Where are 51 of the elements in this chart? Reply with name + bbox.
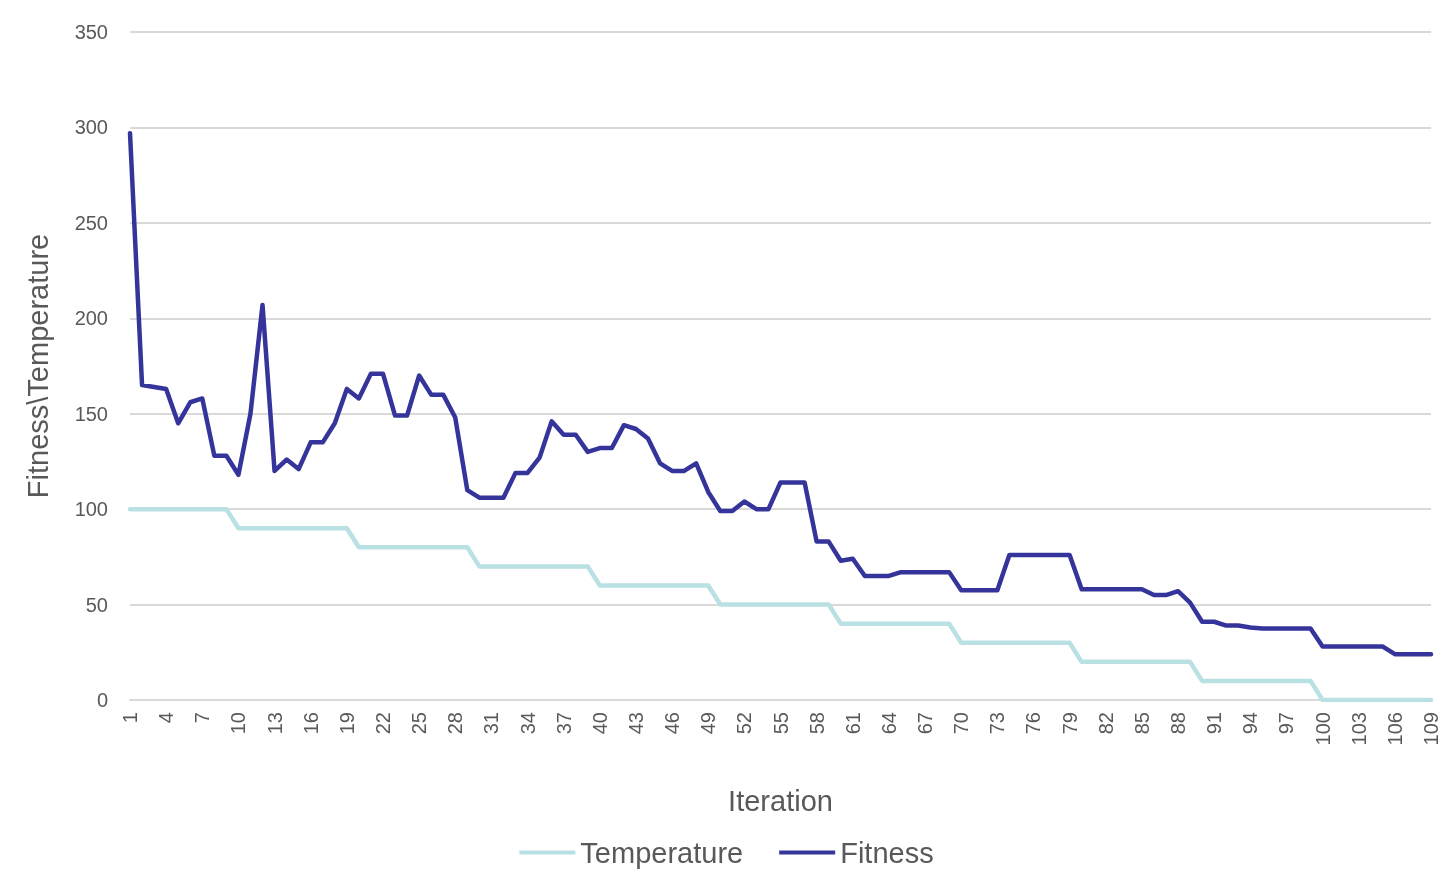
y-tick-label: 150: [74, 402, 108, 425]
x-tick-label: 46: [661, 712, 684, 735]
x-tick-label: 100: [1311, 712, 1334, 746]
y-tick-label: 0: [96, 689, 108, 711]
x-tick-label: 109: [1420, 712, 1442, 746]
x-tick-label: 73: [986, 712, 1009, 735]
y-tick-label: 350: [74, 21, 108, 43]
y-tick-label: 250: [74, 211, 108, 234]
x-tick-label: 97: [1275, 712, 1298, 735]
y-tick-label: 50: [85, 593, 108, 616]
x-tick-label: 4: [155, 712, 178, 724]
x-tick-label: 79: [1058, 712, 1081, 735]
x-tick-label: 1: [119, 712, 141, 724]
x-tick-label: 13: [263, 712, 286, 735]
x-tick-label: 25: [408, 712, 431, 735]
x-tick-label: 40: [588, 712, 611, 735]
x-tick-label: 52: [733, 712, 756, 735]
x-tick-label: 82: [1094, 712, 1117, 735]
y-tick-label: 300: [74, 116, 108, 139]
x-tick-label: 103: [1347, 712, 1370, 746]
x-tick-label: 19: [335, 712, 358, 735]
x-tick-label: 16: [299, 712, 322, 735]
y-axis-title: Fitness\Temperature: [21, 233, 54, 499]
x-tick-label: 22: [371, 712, 394, 735]
line-series: [127, 130, 1434, 657]
x-tick-label: 61: [841, 712, 864, 735]
x-tick-label: 91: [1203, 712, 1226, 735]
x-axis-title: Iteration: [728, 784, 833, 817]
y-tick-label: 200: [74, 307, 108, 330]
x-tick-label: 58: [805, 712, 828, 735]
x-tick-label: 49: [697, 712, 720, 735]
x-tick-label: 34: [516, 712, 539, 735]
line-series: [127, 506, 1434, 703]
x-tick-label: 94: [1239, 712, 1262, 735]
x-tick-label: 37: [552, 712, 575, 735]
x-tick-label: 76: [1022, 712, 1045, 735]
x-tick-label: 43: [624, 712, 647, 735]
legend-label: Temperature: [580, 836, 744, 869]
y-tick-label: 100: [74, 498, 108, 521]
x-tick-label: 106: [1383, 712, 1406, 746]
x-tick-label: 7: [191, 712, 214, 724]
x-tick-label: 10: [227, 712, 250, 735]
x-tick-label: 55: [769, 712, 792, 735]
x-tick-label: 70: [950, 712, 973, 735]
legend-label: Fitness: [840, 836, 934, 869]
x-tick-label: 31: [480, 712, 503, 735]
x-tick-label: 88: [1167, 712, 1190, 735]
x-tick-label: 85: [1130, 712, 1153, 735]
x-tick-label: 67: [914, 712, 937, 735]
x-tick-label: 64: [877, 712, 900, 735]
x-tick-label: 28: [444, 712, 467, 735]
